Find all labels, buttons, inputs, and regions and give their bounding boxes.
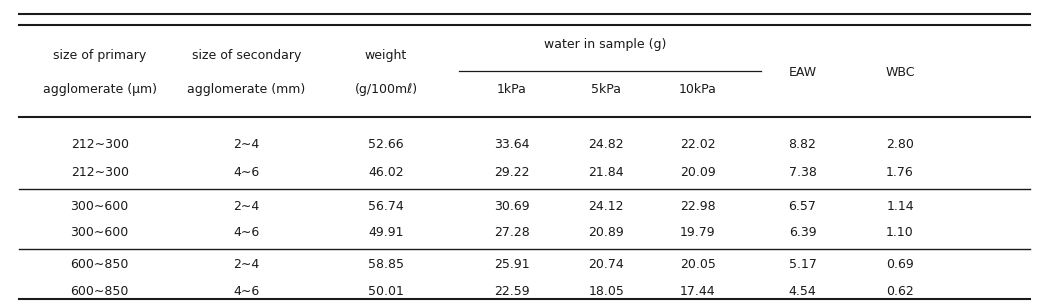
Text: 22.59: 22.59 (494, 285, 530, 298)
Text: 4∼6: 4∼6 (233, 285, 260, 298)
Text: 5.17: 5.17 (789, 258, 816, 271)
Text: 24.12: 24.12 (588, 200, 624, 213)
Text: 29.22: 29.22 (494, 166, 530, 179)
Text: 1kPa: 1kPa (497, 83, 527, 96)
Text: 7.38: 7.38 (789, 166, 816, 179)
Text: 600∼850: 600∼850 (70, 258, 129, 271)
Text: 212∼300: 212∼300 (70, 166, 129, 179)
Text: 21.84: 21.84 (588, 166, 624, 179)
Text: 5kPa: 5kPa (592, 83, 621, 96)
Text: 0.69: 0.69 (886, 258, 914, 271)
Text: 4∼6: 4∼6 (233, 166, 260, 179)
Text: 27.28: 27.28 (494, 226, 530, 239)
Text: 1.10: 1.10 (886, 226, 914, 239)
Text: 212∼300: 212∼300 (70, 138, 129, 151)
Text: 6.57: 6.57 (789, 200, 816, 213)
Text: EAW: EAW (789, 66, 816, 79)
Text: 1.76: 1.76 (886, 166, 914, 179)
Text: 0.62: 0.62 (886, 285, 914, 298)
Text: 52.66: 52.66 (368, 138, 404, 151)
Text: 33.64: 33.64 (494, 138, 530, 151)
Text: size of primary: size of primary (53, 49, 146, 62)
Text: 10kPa: 10kPa (679, 83, 716, 96)
Text: 49.91: 49.91 (368, 226, 404, 239)
Text: 300∼600: 300∼600 (70, 200, 129, 213)
Text: 56.74: 56.74 (368, 200, 404, 213)
Text: agglomerate (μm): agglomerate (μm) (43, 83, 156, 96)
Text: 18.05: 18.05 (588, 285, 624, 298)
Text: 24.82: 24.82 (588, 138, 624, 151)
Text: water in sample (g): water in sample (g) (543, 38, 666, 51)
Text: 30.69: 30.69 (494, 200, 530, 213)
Text: 4.54: 4.54 (789, 285, 816, 298)
Text: 20.05: 20.05 (680, 258, 715, 271)
Text: 2∼4: 2∼4 (233, 258, 260, 271)
Text: size of secondary: size of secondary (192, 49, 301, 62)
Text: 300∼600: 300∼600 (70, 226, 129, 239)
Text: 58.85: 58.85 (368, 258, 404, 271)
Text: 2∼4: 2∼4 (233, 138, 260, 151)
Text: 20.74: 20.74 (588, 258, 624, 271)
Text: 22.02: 22.02 (680, 138, 715, 151)
Text: 2.80: 2.80 (886, 138, 914, 151)
Text: 46.02: 46.02 (368, 166, 404, 179)
Text: 2∼4: 2∼4 (233, 200, 260, 213)
Text: 50.01: 50.01 (368, 285, 404, 298)
Text: agglomerate (mm): agglomerate (mm) (188, 83, 305, 96)
Text: 6.39: 6.39 (789, 226, 816, 239)
Text: 17.44: 17.44 (680, 285, 715, 298)
Text: 600∼850: 600∼850 (70, 285, 129, 298)
Text: 20.09: 20.09 (680, 166, 715, 179)
Text: 20.89: 20.89 (588, 226, 624, 239)
Text: 4∼6: 4∼6 (233, 226, 260, 239)
Text: WBC: WBC (885, 66, 915, 79)
Text: 8.82: 8.82 (789, 138, 816, 151)
Text: weight: weight (365, 49, 407, 62)
Text: 22.98: 22.98 (680, 200, 715, 213)
Text: 19.79: 19.79 (680, 226, 715, 239)
Text: 1.14: 1.14 (886, 200, 914, 213)
Text: (g/100mℓ): (g/100mℓ) (355, 83, 418, 96)
Text: 25.91: 25.91 (494, 258, 530, 271)
